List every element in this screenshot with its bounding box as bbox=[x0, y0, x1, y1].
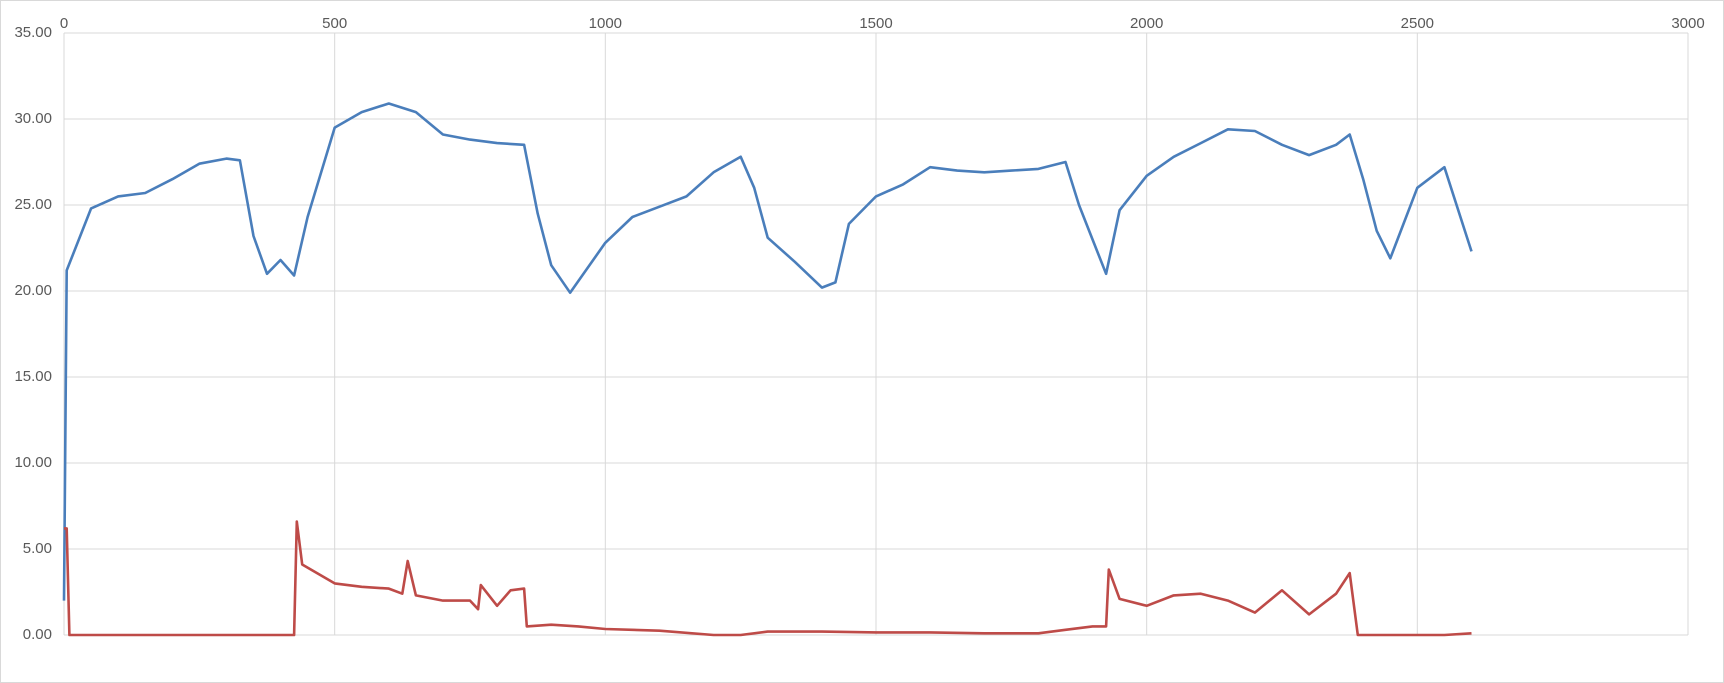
y-tick-label: 20.00 bbox=[14, 282, 52, 299]
data-line bbox=[64, 520, 1472, 637]
x-tick-label: 2000 bbox=[1130, 15, 1163, 32]
y-tick-label: 25.00 bbox=[14, 196, 52, 213]
y-tick-label: 35.00 bbox=[14, 24, 52, 41]
x-tick-label: 3000 bbox=[1671, 15, 1704, 32]
x-tick-label: 0 bbox=[60, 15, 68, 32]
x-tick-label: 500 bbox=[322, 15, 347, 32]
x-tick-label: 2500 bbox=[1401, 15, 1434, 32]
x-tick-label: 1500 bbox=[859, 15, 892, 32]
y-tick-label: 0.00 bbox=[23, 626, 52, 643]
y-tick-label: 10.00 bbox=[14, 454, 52, 471]
data-line bbox=[62, 102, 1473, 601]
y-tick-label: 15.00 bbox=[14, 368, 52, 385]
x-tick-label: 1000 bbox=[589, 15, 622, 32]
y-tick-label: 30.00 bbox=[14, 110, 52, 127]
y-tick-label: 5.00 bbox=[23, 540, 52, 557]
